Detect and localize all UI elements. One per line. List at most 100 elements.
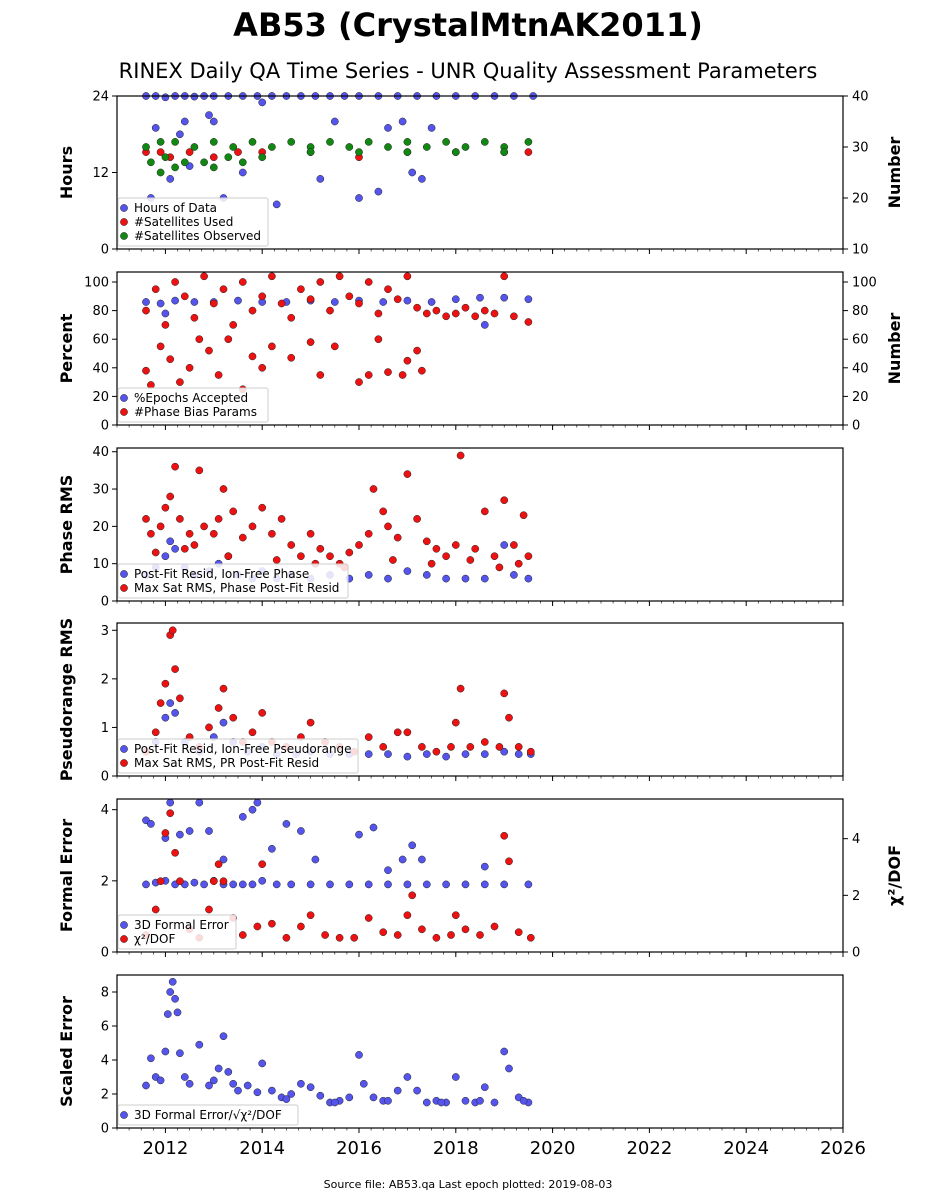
data-point [225, 154, 232, 161]
legend-marker [120, 204, 127, 211]
data-point [191, 314, 198, 321]
data-point [169, 978, 176, 985]
data-point [525, 138, 532, 145]
data-point [234, 1087, 241, 1094]
data-point [520, 1097, 527, 1104]
data-point [481, 863, 488, 870]
data-point [205, 347, 212, 354]
series-1-1 [142, 92, 536, 208]
data-point [169, 627, 176, 634]
data-point [384, 867, 391, 874]
data-point [346, 881, 353, 888]
data-point [278, 515, 285, 522]
data-point [210, 300, 217, 307]
data-point [278, 300, 285, 307]
y-right-tick-label: 100 [852, 276, 877, 291]
data-point [525, 881, 532, 888]
data-point [205, 827, 212, 834]
data-point [210, 530, 217, 537]
data-point [259, 1060, 266, 1067]
data-point [462, 881, 469, 888]
data-point [176, 131, 183, 138]
legend-marker [120, 1111, 127, 1118]
data-point [481, 1084, 488, 1091]
data-point [205, 112, 212, 119]
data-point [172, 995, 179, 1002]
data-point [196, 799, 203, 806]
data-point [496, 743, 503, 750]
y-right-tick-label: 0 [852, 419, 860, 434]
data-point [365, 530, 372, 537]
y-tick-label: 0 [101, 419, 109, 434]
data-point [404, 273, 411, 280]
data-point [215, 515, 222, 522]
x-tick-label: 2018 [433, 1138, 479, 1159]
data-point [181, 159, 188, 166]
y-tick-label: 8 [101, 986, 109, 1001]
data-point [501, 273, 508, 280]
data-point [404, 149, 411, 156]
x-axis-tick-labels: 2012 2014 2016 2018 2020 2022 2024 2026 [142, 1138, 865, 1159]
data-point [365, 571, 372, 578]
data-point [389, 556, 396, 563]
legend: Post-Fit Resid, Ion-Free PhaseMax Sat RM… [118, 564, 348, 598]
legend: %Epochs Accepted#Phase Bias Params [118, 388, 268, 422]
data-point [167, 175, 174, 182]
data-point [307, 530, 314, 537]
data-point [505, 858, 512, 865]
data-point [476, 294, 483, 301]
data-point [297, 1080, 304, 1087]
y-tick-label: 100 [84, 276, 109, 291]
data-point [249, 138, 256, 145]
data-point [147, 820, 154, 827]
data-point [307, 339, 314, 346]
data-point [142, 881, 149, 888]
data-point [191, 541, 198, 548]
legend: Post-Fit Resid, Ion-Free PseudorangeMax … [118, 739, 358, 773]
x-tick-label: 2020 [530, 1138, 576, 1159]
data-point [162, 321, 169, 328]
data-point [414, 304, 421, 311]
data-point [283, 934, 290, 941]
y-axis-label: Phase RMS [57, 475, 76, 575]
data-point [384, 881, 391, 888]
data-point [355, 1051, 362, 1058]
y-right-axis-label: Number [885, 137, 904, 209]
legend-marker [120, 584, 127, 591]
data-point [307, 912, 314, 919]
y-right-tick-label: 0 [852, 946, 860, 961]
data-point [249, 307, 256, 314]
series-1-3 [142, 138, 532, 176]
data-point [142, 1082, 149, 1089]
legend-label: Post-Fit Resid, Ion-Free Pseudorange [134, 742, 352, 756]
data-point [201, 159, 208, 166]
data-point [307, 719, 314, 726]
legend: Hours of Data#Satellites Used#Satellites… [118, 198, 268, 246]
data-point [259, 99, 266, 106]
data-point [501, 149, 508, 156]
legend-marker [120, 232, 127, 239]
legend-marker [120, 935, 127, 942]
data-point [505, 1065, 512, 1072]
data-point [259, 504, 266, 511]
data-point [152, 906, 159, 913]
data-point [409, 169, 416, 176]
y-tick-label: 1 [101, 721, 109, 736]
data-point [297, 827, 304, 834]
data-point [167, 700, 174, 707]
data-point [380, 298, 387, 305]
data-point [515, 929, 522, 936]
data-point [317, 278, 324, 285]
data-point [467, 743, 474, 750]
data-point [433, 307, 440, 314]
y-tick-label: 24 [92, 90, 109, 105]
data-point [404, 297, 411, 304]
data-point [147, 1055, 154, 1062]
data-point [230, 143, 237, 150]
data-point [346, 1094, 353, 1101]
data-point [384, 143, 391, 150]
data-point [162, 310, 169, 317]
data-point [157, 523, 164, 530]
data-point [234, 297, 241, 304]
